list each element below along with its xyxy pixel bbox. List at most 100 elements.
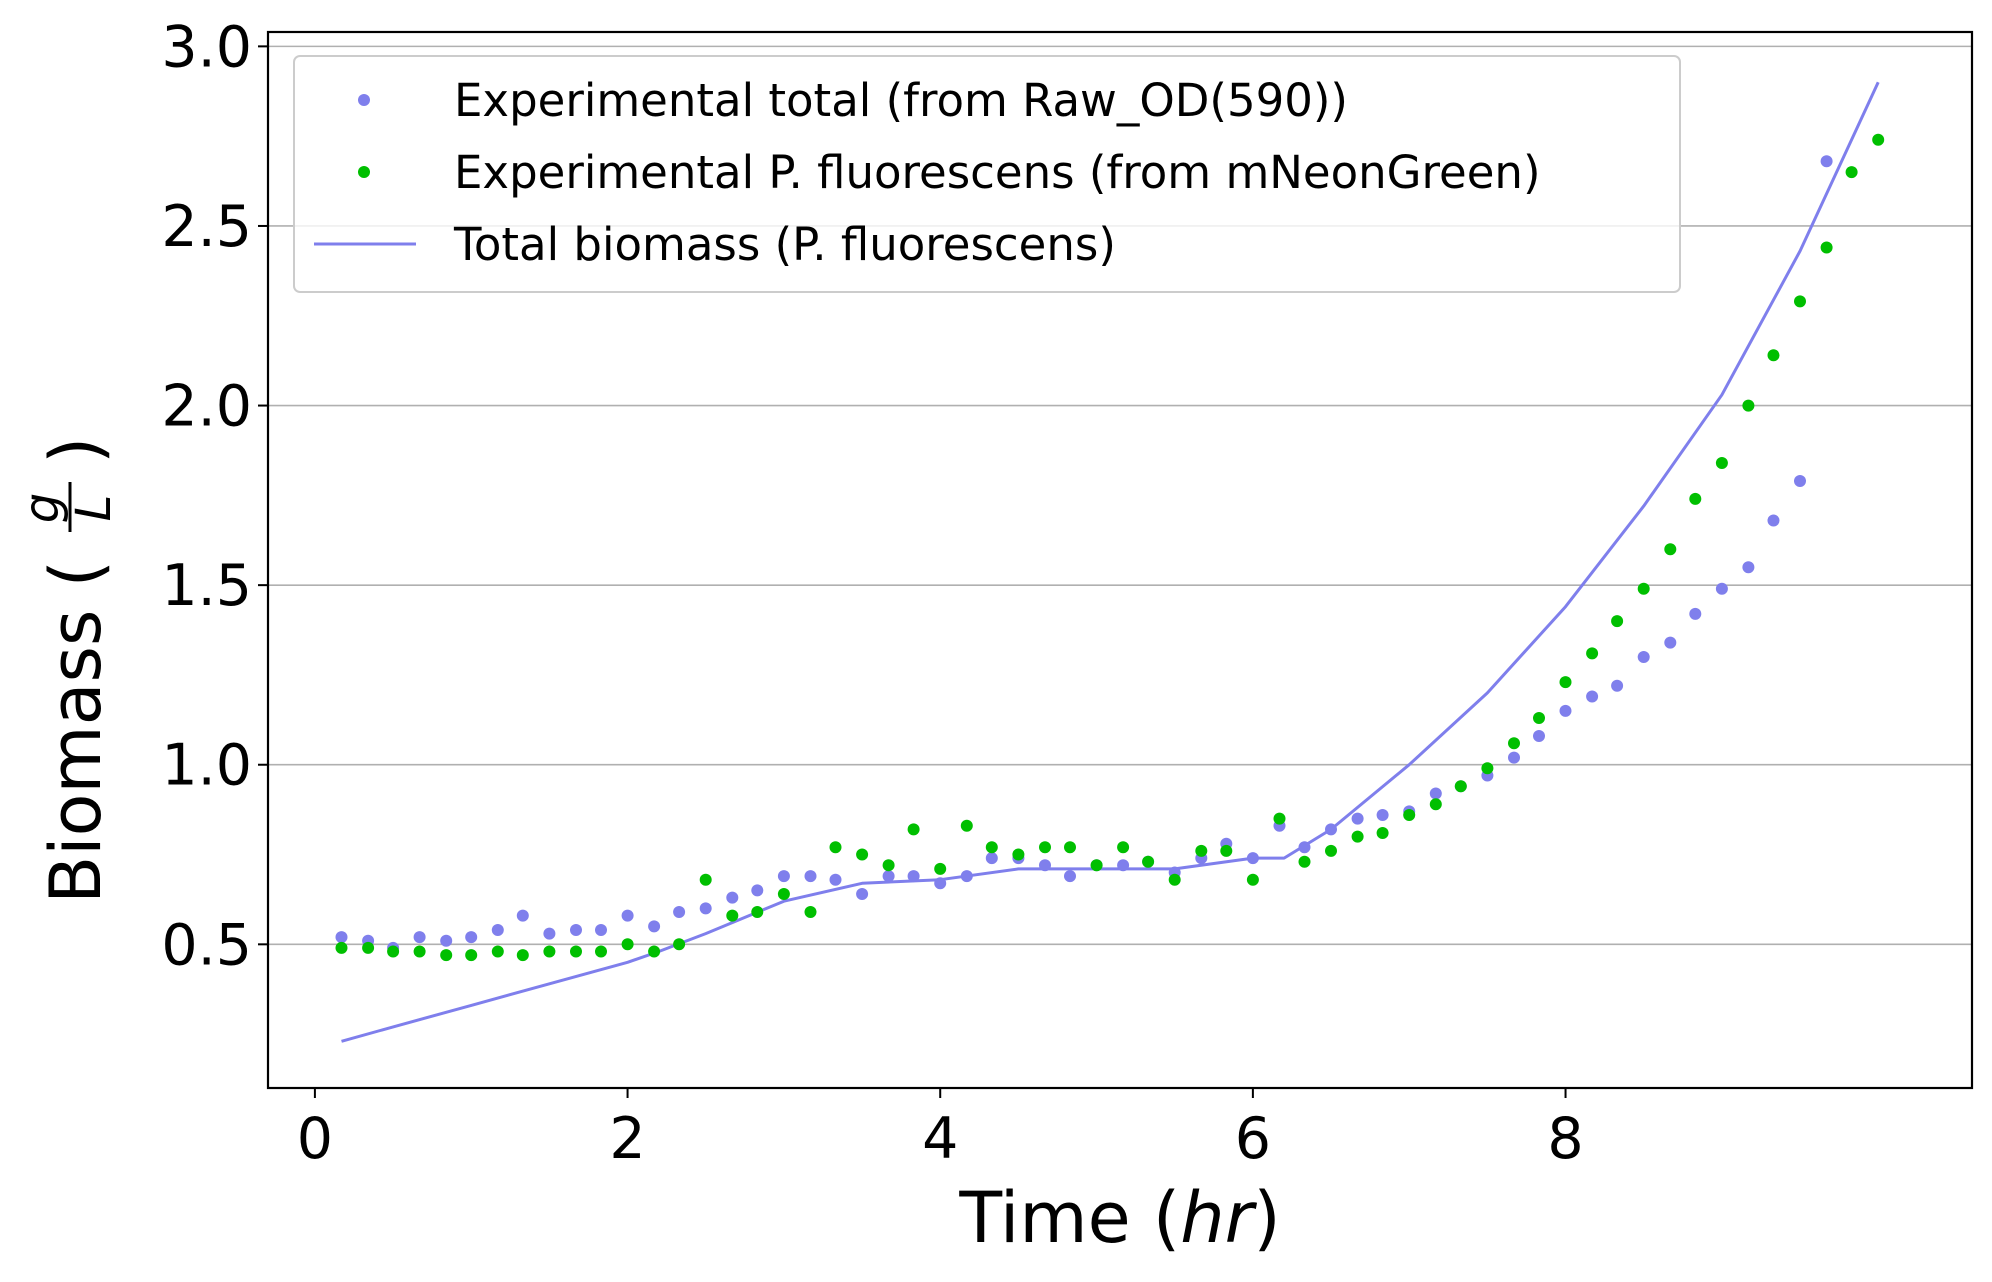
x-axis-label: Time (hr) (958, 1177, 1280, 1259)
y-tick-label: 3.0 (161, 14, 252, 80)
total-data-point (1325, 823, 1337, 836)
total-data-point (621, 909, 634, 922)
total-data-point (829, 873, 842, 886)
y-axis-label-text: Biomass ( (35, 560, 117, 904)
fluorescens-data-point (1794, 295, 1806, 308)
grid-lines (268, 45, 1972, 946)
total-data-point (856, 888, 869, 900)
legend-marker (358, 94, 370, 106)
total-data-point (413, 931, 426, 944)
fluorescens-data-point (1664, 543, 1677, 556)
fluorescens-data-point (1454, 780, 1467, 793)
fluorescens-data-point (1246, 873, 1259, 886)
fluorescens-data-point (621, 938, 634, 951)
fluorescens-data-point (829, 841, 842, 854)
fluorescens-data-point (1064, 841, 1076, 854)
x-tick-label: 2 (609, 1106, 645, 1172)
fluorescens-data-point (1117, 841, 1130, 854)
fluorescens-data-point (1195, 844, 1208, 857)
legend-box (293, 55, 1681, 293)
fluorescens-data-point (673, 938, 686, 951)
fluorescens-data-point (1039, 841, 1051, 854)
plot-area-frame (266, 30, 1974, 1090)
fluorescens-data-point (1481, 762, 1494, 775)
total-data-point (465, 931, 478, 944)
scatter-points-layer (335, 133, 1885, 962)
fluorescens-data-point (960, 819, 973, 832)
total-data-point (1689, 607, 1702, 620)
total-data-point (907, 870, 920, 883)
fluorescens-data-point (699, 873, 712, 886)
axis-ticks: 0.5 1.0 1.5 2.0 2.5 3.0 0 2 4 6 8 (161, 14, 1583, 1172)
fluorescens-data-point (1351, 830, 1364, 843)
total-data-point (1559, 704, 1572, 717)
fluorescens-data-point (1611, 615, 1624, 628)
fluorescens-data-point (777, 888, 790, 900)
total-data-point (934, 877, 947, 890)
legend: Experimental total (from Raw_OD(590)) Exp… (293, 55, 1681, 293)
fluorescens-data-point (907, 823, 920, 836)
total-data-point (777, 870, 790, 883)
total-data-point (673, 906, 686, 918)
fluorescens-data-point (440, 949, 453, 962)
total-data-point (543, 927, 556, 940)
y-tick-label: 0.5 (161, 912, 252, 978)
total-data-point (491, 924, 504, 936)
y-tick-label: 2.0 (161, 374, 252, 440)
total-data-point (1767, 514, 1780, 527)
fluorescens-data-point (1820, 241, 1833, 254)
fluorescens-data-point (1403, 809, 1416, 821)
fluorescens-data-point (882, 859, 895, 872)
fluorescens-data-point (1767, 349, 1780, 362)
total-data-point (1246, 852, 1259, 865)
fluorescens-data-point (1090, 859, 1103, 872)
total-data-point (648, 920, 661, 933)
y-axis-label-close: ) (35, 437, 117, 464)
total-data-point (516, 909, 529, 922)
fluorescens-data-point (1845, 166, 1858, 179)
total-data-point (1064, 870, 1076, 883)
fluorescens-data-point (1742, 399, 1755, 412)
y-tick-label: 1.0 (161, 733, 252, 799)
legend-marker (358, 166, 370, 178)
total-data-point (1794, 475, 1806, 487)
legend-entry-label: Experimental total (from Raw_OD(590)) (454, 74, 1348, 127)
total-data-point (1376, 809, 1389, 821)
total-data-point (882, 870, 895, 883)
fluorescens-data-point (335, 941, 348, 954)
fluorescens-data-point (1298, 855, 1311, 868)
fluorescens-data-point (856, 848, 869, 861)
total-data-point (1611, 679, 1624, 692)
total-data-point (595, 924, 607, 936)
fluorescens-data-point (1533, 712, 1545, 724)
y-axis-label: Biomass ( g L ) (14, 437, 122, 904)
total-data-point (699, 902, 712, 915)
y-axis-unit-denominator: L (66, 495, 122, 522)
total-data-point (1742, 561, 1755, 574)
fluorescens-data-point (1273, 812, 1286, 825)
fluorescens-data-point (543, 945, 556, 958)
total-data-point (1039, 859, 1051, 872)
total-data-point (726, 891, 739, 904)
total-data-point (440, 934, 453, 947)
fluorescens-data-point (1325, 844, 1337, 857)
x-tick-label: 8 (1547, 1106, 1583, 1172)
fluorescens-data-point (1637, 582, 1650, 595)
total-data-point (1586, 690, 1599, 703)
fluorescens-data-point (726, 909, 739, 922)
fluorescens-data-point (465, 949, 478, 962)
fluorescens-data-point (1429, 798, 1442, 811)
total-data-point (335, 931, 348, 944)
legend-entry-label: Total biomass (P. fluorescens) (453, 218, 1116, 271)
fluorescens-data-point (1715, 457, 1728, 469)
fluorescens-data-point (516, 949, 529, 962)
y-tick-label: 1.5 (161, 553, 252, 619)
fluorescens-data-point (1220, 844, 1233, 857)
x-tick-label: 6 (1235, 1106, 1271, 1172)
fluorescens-data-point (491, 945, 504, 958)
fluorescens-data-point (1142, 855, 1155, 868)
fluorescens-data-point (362, 941, 375, 954)
total-data-point (960, 870, 973, 883)
y-axis-unit-numerator: g (14, 493, 70, 523)
